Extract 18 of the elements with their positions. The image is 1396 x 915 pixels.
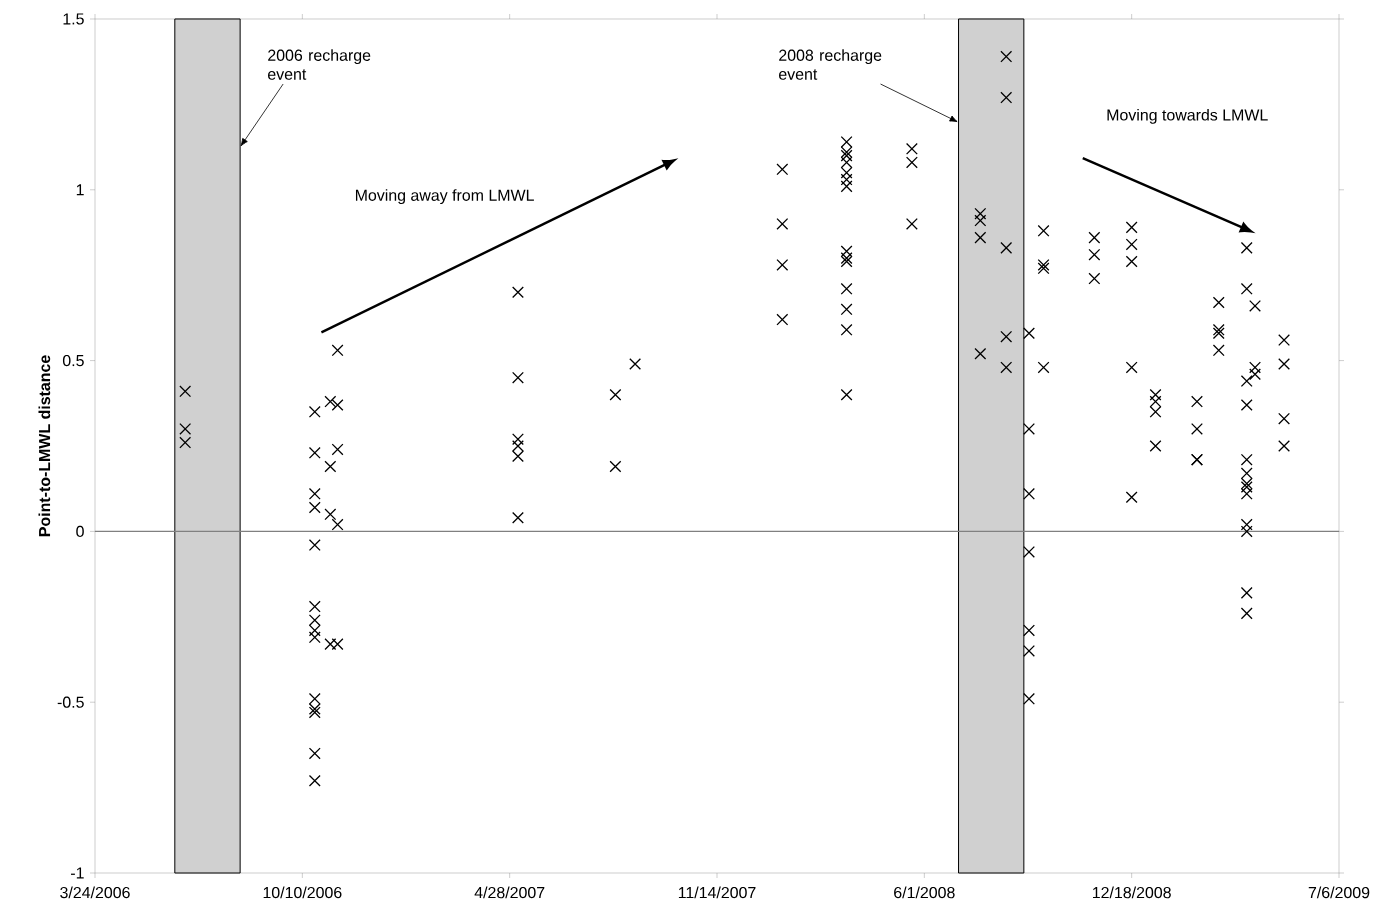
- x-tick-label: 12/18/2008: [1093, 886, 1171, 899]
- y-tick-label: 0.5: [62, 354, 84, 367]
- x-tick-label: 7/6/2009: [1308, 886, 1370, 899]
- y-tick-label: -1: [71, 867, 84, 879]
- y-axis-title: Point-to-LMWL distance: [38, 355, 51, 537]
- annotation: Moving towards LMWL: [1107, 108, 1268, 124]
- y-tick-label: 0: [76, 525, 84, 538]
- x-tick-label: 10/10/2006: [263, 886, 342, 899]
- y-tick-label: 1.5: [63, 13, 84, 25]
- x-tick-label: 11/14/2007: [678, 886, 756, 899]
- y-tick-label: -0.5: [57, 696, 84, 708]
- annotation: Moving away from LMWL: [355, 189, 534, 205]
- x-tick-label: 4/28/2007: [474, 886, 545, 899]
- band-label: 2008 recharge event: [779, 49, 882, 80]
- x-tick-label: 3/24/2006: [60, 886, 130, 899]
- y-tick-label: 1: [76, 184, 84, 196]
- x-tick-label: 6/1/2008: [894, 886, 955, 899]
- band-label: 2006 recharge event: [268, 49, 371, 80]
